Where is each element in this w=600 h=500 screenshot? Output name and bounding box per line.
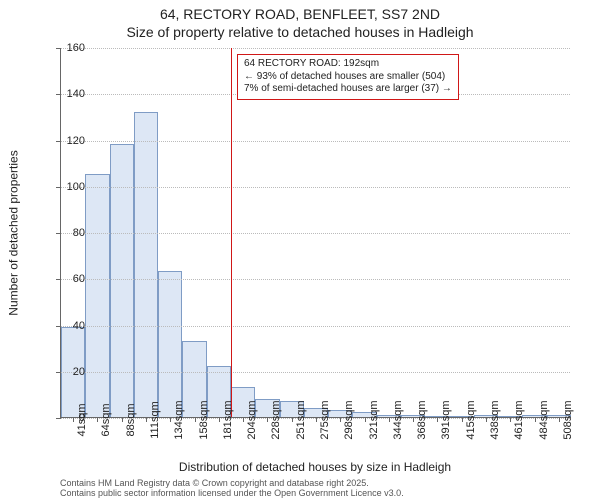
gridline (61, 326, 570, 327)
chart-container: 64, RECTORY ROAD, BENFLEET, SS7 2ND Size… (0, 0, 600, 500)
xtick-mark (389, 417, 390, 422)
credits-line-2: Contains public sector information licen… (60, 488, 404, 498)
xtick-mark (97, 417, 98, 422)
xtick-label: 251sqm (295, 400, 307, 439)
xtick-label: 415sqm (465, 400, 477, 439)
xtick-mark (292, 417, 293, 422)
xtick-label: 158sqm (198, 400, 210, 439)
xtick-label: 181sqm (222, 400, 234, 439)
ytick-label: 160 (55, 42, 85, 54)
xtick-mark (486, 417, 487, 422)
xtick-mark (437, 417, 438, 422)
xtick-label: 368sqm (416, 400, 428, 439)
xtick-mark (462, 417, 463, 422)
xtick-label: 438sqm (489, 400, 501, 439)
ytick-label: 40 (55, 320, 85, 332)
xtick-label: 321sqm (368, 400, 380, 439)
xtick-label: 88sqm (125, 403, 137, 436)
xtick-mark (316, 417, 317, 422)
xtick-mark (170, 417, 171, 422)
xtick-label: 461sqm (513, 400, 525, 439)
gridline (61, 187, 570, 188)
xtick-mark (267, 417, 268, 422)
xtick-mark (413, 417, 414, 422)
title-line-1: 64, RECTORY ROAD, BENFLEET, SS7 2ND (0, 6, 600, 22)
gridline (61, 279, 570, 280)
gridline (61, 372, 570, 373)
gridline (61, 233, 570, 234)
xtick-mark (146, 417, 147, 422)
xtick-label: 275sqm (319, 400, 331, 439)
gridline (61, 48, 570, 49)
xtick-label: 344sqm (392, 400, 404, 439)
xtick-label: 508sqm (562, 400, 574, 439)
xtick-label: 64sqm (100, 403, 112, 436)
ytick-label: 100 (55, 181, 85, 193)
xtick-mark (243, 417, 244, 422)
bar (110, 144, 134, 417)
ytick-label: 140 (55, 88, 85, 100)
xtick-mark (559, 417, 560, 422)
xtick-mark (340, 417, 341, 422)
xtick-mark (195, 417, 196, 422)
xtick-label: 111sqm (149, 401, 161, 439)
plot-area: 64 RECTORY ROAD: 192sqm← 93% of detached… (60, 48, 570, 418)
xtick-mark (510, 417, 511, 422)
bar (158, 271, 182, 417)
marker-line (231, 48, 232, 417)
credits: Contains HM Land Registry data © Crown c… (60, 478, 404, 499)
annotation-line: 7% of semi-detached houses are larger (3… (244, 83, 452, 96)
annotation-line: ← 93% of detached houses are smaller (50… (244, 71, 452, 84)
y-axis-title: Number of detached properties (6, 48, 22, 418)
xtick-label: 391sqm (440, 400, 452, 439)
annotation-line: 64 RECTORY ROAD: 192sqm (244, 58, 452, 71)
credits-line-1: Contains HM Land Registry data © Crown c… (60, 478, 404, 488)
ytick-label: 60 (55, 273, 85, 285)
xtick-label: 41sqm (76, 403, 88, 436)
xtick-label: 228sqm (270, 400, 282, 439)
gridline (61, 141, 570, 142)
title-line-2: Size of property relative to detached ho… (0, 24, 600, 40)
xtick-label: 484sqm (538, 400, 550, 439)
ytick-label: 120 (55, 135, 85, 147)
ytick-label: 80 (55, 227, 85, 239)
annotation-box: 64 RECTORY ROAD: 192sqm← 93% of detached… (237, 54, 459, 100)
ytick-label: 20 (55, 366, 85, 378)
xtick-mark (122, 417, 123, 422)
bar (85, 174, 109, 417)
xtick-mark (365, 417, 366, 422)
xtick-label: 134sqm (173, 400, 185, 439)
xtick-label: 298sqm (343, 400, 355, 439)
xtick-mark (219, 417, 220, 422)
xtick-label: 204sqm (246, 400, 258, 439)
xtick-mark (535, 417, 536, 422)
x-axis-title: Distribution of detached houses by size … (60, 460, 570, 474)
